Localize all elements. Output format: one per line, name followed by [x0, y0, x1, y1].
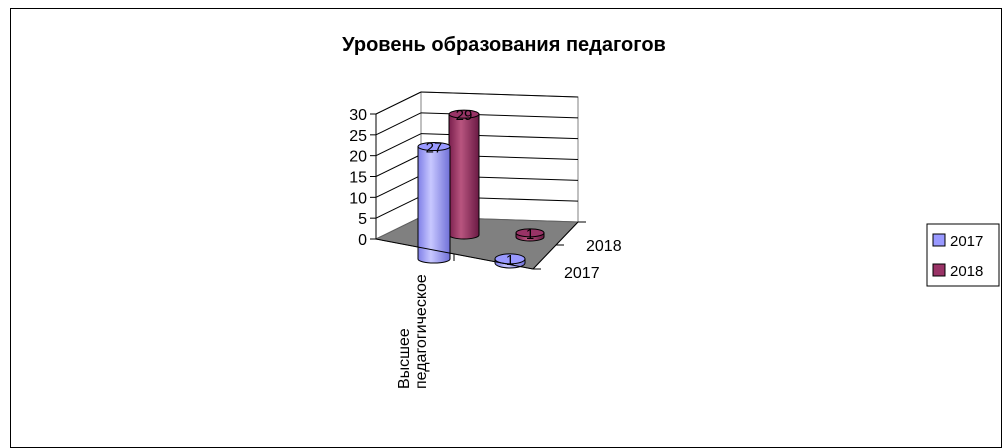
y-tick-label: 0 — [358, 232, 367, 249]
bar-body — [417, 146, 451, 264]
bars — [417, 109, 545, 269]
chart-frame: Уровень образования педагогов 0 5 10 15 20 25… — [10, 8, 1002, 448]
bar-top — [417, 142, 451, 151]
x-axis: Высшее педагогическое — [375, 238, 534, 389]
depth-label-2018: 2018 — [586, 238, 622, 255]
y-tick-label: 15 — [349, 170, 367, 187]
data-label-2017-1: 27 — [426, 140, 443, 157]
gridline-back — [420, 133, 579, 140]
data-label-2018-1: 29 — [456, 107, 473, 124]
gridline-side — [375, 91, 422, 115]
depth-label-2017: 2017 — [564, 265, 600, 282]
bar-body — [448, 113, 480, 240]
legend-label-2017: 2017 — [950, 233, 983, 250]
legend-label-2018: 2018 — [950, 263, 983, 280]
chart-title: Уровень образования педагогов — [342, 34, 666, 56]
gridline-side — [375, 133, 422, 157]
gridline-side — [375, 154, 422, 177]
bar-2017-1 — [417, 142, 451, 264]
bar-top — [515, 228, 545, 238]
gridline-side — [375, 112, 422, 136]
bar-top — [448, 109, 480, 119]
data-labels: 29 27 11 — [426, 107, 535, 269]
y-tick-label: 5 — [358, 211, 367, 228]
bar-2018-2 — [515, 228, 545, 242]
y-tick-label: 10 — [349, 190, 367, 207]
data-label-2017-2: 1 — [506, 252, 514, 269]
bar-2018-1 — [448, 109, 480, 240]
gridline-side — [375, 174, 422, 198]
data-label-2018-2: 1 — [526, 226, 534, 243]
gridline-back — [420, 112, 579, 119]
category-label-line-1: Высшее — [396, 328, 413, 389]
y-tick-label: 20 — [349, 149, 367, 166]
bar-top — [494, 253, 526, 265]
legend-swatch-2017 — [932, 233, 946, 247]
category-label-line-2: педагогическое — [413, 274, 430, 389]
gridline-side — [375, 195, 422, 219]
category-label: Высшее педагогическое — [396, 274, 430, 389]
y-tick-label: 30 — [349, 107, 367, 124]
depth-axis: 2017 2018 — [532, 221, 622, 282]
legend-swatch-2018 — [932, 263, 946, 277]
chart-svg: Уровень образования педагогов 0 5 10 15 20 25… — [342, 34, 1000, 389]
gridline-back — [420, 91, 579, 98]
y-tick-label: 25 — [349, 128, 367, 145]
y-axis-ticks: 0 5 10 15 20 25 30 — [349, 107, 376, 249]
legend: 2017 2018 — [926, 223, 1000, 287]
